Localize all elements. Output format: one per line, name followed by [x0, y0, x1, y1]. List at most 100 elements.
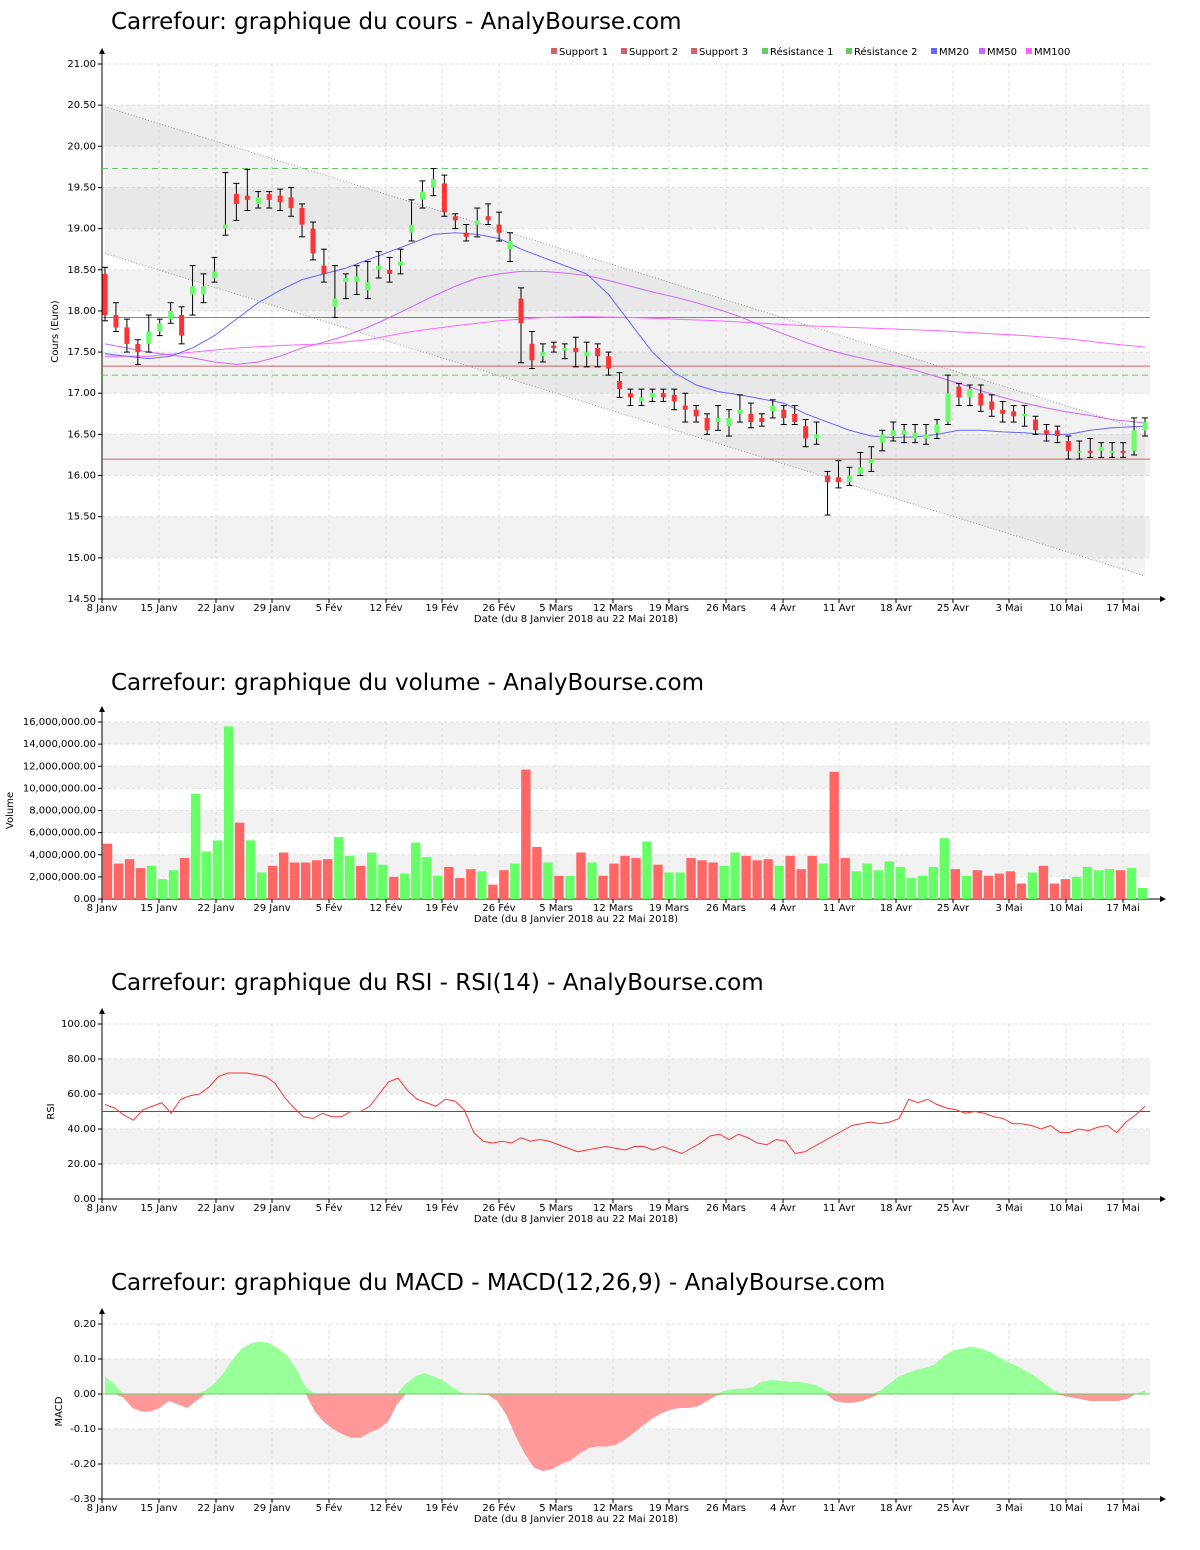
price-y-tick-label: 15.50 — [67, 512, 96, 523]
mm20-line — [104, 232, 1146, 439]
candle-body — [452, 216, 458, 221]
volume-bar — [906, 877, 916, 899]
volume-bar — [741, 855, 751, 899]
candle-body — [299, 208, 305, 225]
volume-bar — [124, 859, 135, 899]
volume-bar — [653, 864, 663, 899]
volume-y-tick-label: 14,000,000.00 — [23, 739, 96, 750]
volume-bar — [300, 862, 311, 899]
price-y-tick-label: 21.00 — [67, 59, 96, 70]
macd-y-axis-label: MACD — [54, 1396, 65, 1426]
volume-bar — [245, 840, 256, 899]
price-y-tick-label: 17.00 — [67, 388, 96, 399]
volume-y-tick-label: 8,000,000.00 — [29, 806, 96, 817]
candle-body — [354, 276, 360, 283]
legend-swatch — [691, 48, 697, 54]
volume-bar — [345, 855, 355, 899]
candle-body — [693, 409, 699, 417]
rsi-x-tick-label: 25 Avr — [937, 1203, 970, 1214]
price-x-tick-label: 19 Fév — [425, 602, 458, 614]
volume-bar — [323, 859, 333, 899]
macd-y-tick-label: 0.10 — [74, 1354, 96, 1365]
price-y-arrow — [99, 48, 105, 54]
macd-y-tick-label: 0.20 — [74, 1319, 96, 1330]
price-y-tick-label: 20.00 — [67, 141, 96, 152]
price-x-tick-label: 11 Avr — [823, 603, 856, 614]
candle-body — [868, 459, 874, 464]
price-x-tick-label: 10 Mai — [1049, 603, 1082, 614]
candle-body — [540, 352, 546, 357]
volume-bar — [1071, 876, 1082, 899]
candle-body — [474, 220, 480, 225]
price-y-tick-label: 16.00 — [67, 471, 96, 482]
macd-x-tick-label: 29 Janv — [253, 1503, 290, 1514]
volume-x-tick-label: 5 Mars — [539, 903, 573, 914]
rsi-y-arrow — [99, 1008, 105, 1014]
candle-body — [255, 197, 261, 204]
volume-bar — [278, 852, 289, 899]
volume-bar — [455, 877, 465, 899]
volume-bar — [289, 862, 300, 899]
volume-bar — [851, 871, 861, 899]
macd-x-tick-label: 18 Avr — [880, 1503, 913, 1514]
candle-body — [321, 265, 327, 274]
volume-bar — [444, 866, 454, 899]
candle-body — [310, 228, 316, 254]
volume-x-tick-label: 5 Fév — [316, 902, 343, 914]
price-x-tick-label: 8 Janv — [87, 603, 118, 614]
volume-bar — [620, 855, 630, 899]
candle-body — [1131, 430, 1137, 451]
volume-y-tick-label: 16,000,000.00 — [23, 717, 96, 728]
rsi-x-tick-label: 15 Janv — [140, 1203, 177, 1214]
volume-bar — [1049, 883, 1060, 899]
candle-body — [485, 216, 491, 221]
candle-body — [923, 434, 929, 439]
candle-body — [573, 347, 579, 353]
rsi-y-tick-label: 0.00 — [74, 1194, 96, 1205]
rsi-y-tick-label: 80.00 — [67, 1054, 96, 1065]
macd-x-tick-label: 5 Fév — [316, 1502, 343, 1514]
rsi-chart-title: Carrefour: graphique du RSI - RSI(14) - … — [111, 970, 764, 996]
volume-bar — [884, 861, 894, 899]
candle-body — [102, 273, 108, 316]
volume-bar — [576, 852, 586, 899]
candle-body — [857, 467, 863, 474]
legend-swatch — [846, 48, 852, 54]
candle-body — [1142, 422, 1148, 431]
volume-bar — [1082, 866, 1093, 899]
volume-bar — [146, 865, 157, 899]
macd-positive-area — [105, 1341, 1145, 1394]
volume-y-axis-label: Volume — [5, 792, 16, 829]
volume-bar — [862, 863, 872, 899]
macd-x-tick-label: 12 Mars — [593, 1503, 633, 1514]
candle-body — [989, 401, 995, 410]
volume-bar — [532, 847, 542, 899]
rsi-x-tick-label: 26 Mars — [706, 1203, 746, 1214]
macd-y-tick-label: 0.00 — [74, 1389, 96, 1400]
volume-bar — [334, 837, 344, 899]
candle-body — [1076, 450, 1082, 453]
candle-body — [124, 327, 130, 344]
candle-body — [343, 278, 349, 283]
candle-body — [430, 179, 436, 188]
rsi-x-arrow — [1160, 1196, 1166, 1202]
volume-bar — [708, 862, 718, 899]
candle-body — [945, 393, 951, 423]
price-x-tick-label: 17 Mai — [1106, 603, 1139, 614]
volume-bar — [400, 873, 410, 899]
candle-body — [277, 195, 283, 203]
candle-body — [518, 298, 524, 324]
candle-body — [726, 417, 732, 427]
volume-bar — [730, 852, 740, 899]
candle-body — [825, 475, 831, 483]
volume-bar — [840, 858, 850, 899]
candle-body — [934, 424, 940, 433]
volume-bar — [1093, 870, 1104, 899]
candle-body — [179, 315, 185, 336]
volume-x-tick-label: 17 Mai — [1106, 903, 1139, 914]
candle-body — [638, 397, 644, 402]
price-band — [102, 352, 1150, 394]
volume-bar — [1126, 868, 1137, 899]
legend-swatch — [621, 48, 627, 54]
volume-y-tick-label: 2,000,000.00 — [29, 872, 96, 883]
